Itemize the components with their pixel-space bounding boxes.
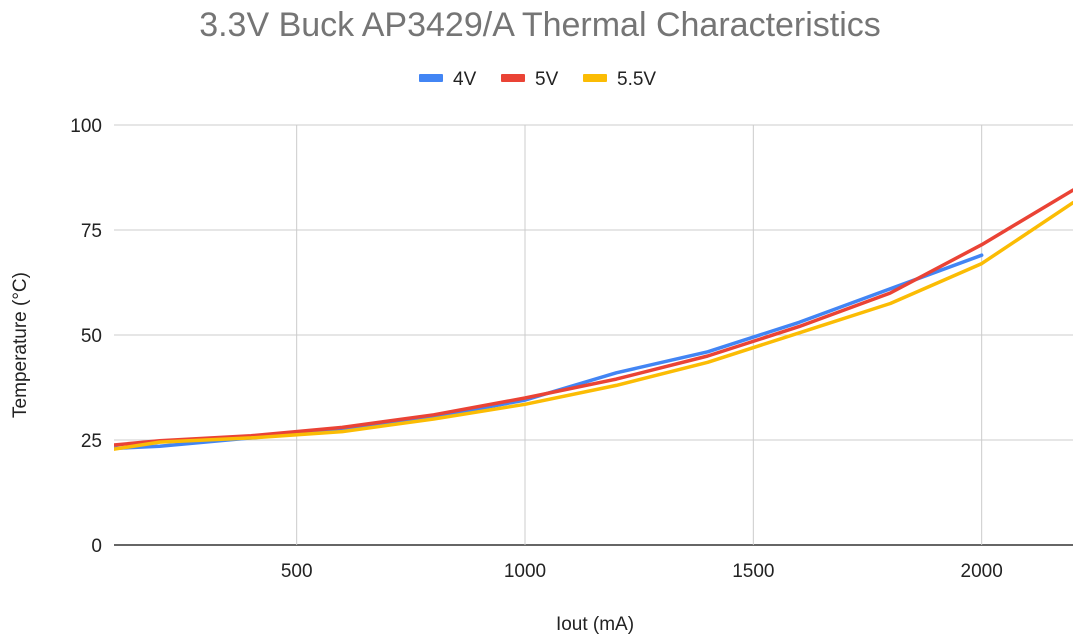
legend-label-5v: 5V (535, 69, 559, 90)
y-tick-label: 25 (81, 431, 102, 452)
y-axis-ticks: 0 25 50 75 100 (70, 116, 102, 557)
x-axis-ticks: 500 1000 1500 2000 (281, 561, 1003, 582)
series-line-5v (114, 188, 1073, 447)
y-tick-label: 75 (81, 221, 102, 242)
x-tick-label: 1000 (504, 561, 546, 582)
legend-swatch-4v (419, 74, 443, 82)
y-axis-label: Temperature (°C) (10, 272, 31, 418)
legend-label-4v: 4V (453, 69, 477, 90)
series-line-4v (114, 253, 984, 451)
x-axis-label: Iout (mA) (556, 614, 634, 635)
series-line-5-5v (114, 200, 1073, 451)
chart-title: 3.3V Buck AP3429/A Thermal Characteristi… (199, 6, 881, 44)
legend-label-5-5v: 5.5V (617, 69, 656, 90)
x-tick-label: 500 (281, 561, 313, 582)
x-tick-label: 1500 (732, 561, 774, 582)
y-tick-label: 100 (70, 116, 102, 137)
legend: 4V 5V 5.5V (419, 69, 656, 90)
x-tick-label: 2000 (961, 561, 1003, 582)
y-tick-label: 50 (81, 326, 102, 347)
legend-swatch-5-5v (583, 74, 607, 82)
legend-swatch-5v (501, 74, 525, 82)
y-tick-label: 0 (91, 536, 102, 557)
series-layer (114, 188, 1073, 451)
gridlines (114, 124, 1073, 546)
